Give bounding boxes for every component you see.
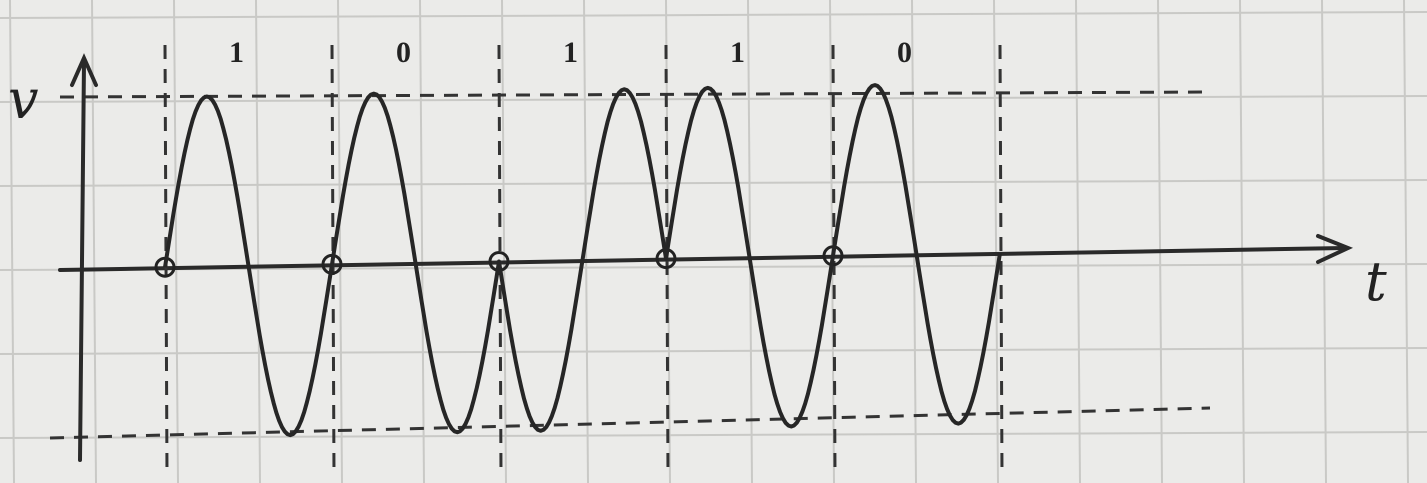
paper-line <box>1239 0 1245 483</box>
y-axis <box>70 53 98 462</box>
paper-line <box>173 0 179 483</box>
paper-line <box>337 0 343 483</box>
paper-line <box>747 0 753 483</box>
x-axis-label: t <box>1365 250 1387 313</box>
bottom-level <box>49 406 1211 440</box>
paper-line <box>1403 0 1409 483</box>
signal-wave <box>163 83 1002 438</box>
paper-line <box>419 0 425 483</box>
paper-line <box>0 179 1427 187</box>
paper-line <box>0 263 1427 271</box>
paper-line <box>0 347 1427 355</box>
signal-layer: 1 0 1 1 0 <box>154 36 1004 476</box>
paper-line <box>829 0 835 483</box>
bit-label: 0 <box>396 36 411 69</box>
paper-line <box>1157 0 1163 483</box>
bit-label: 1 <box>229 36 244 69</box>
bit-label: 1 <box>563 36 578 69</box>
x-axis <box>58 234 1354 272</box>
paper-line <box>9 0 15 483</box>
y-axis-label: v <box>8 68 39 131</box>
paper-line <box>0 95 1427 103</box>
paper-line <box>0 11 1427 19</box>
paper-line <box>1075 0 1081 483</box>
paper-line <box>0 431 1427 439</box>
paper-line <box>993 0 999 483</box>
bit-label: 1 <box>730 36 745 69</box>
paper-line <box>255 0 261 483</box>
paper-line <box>501 0 507 483</box>
paper-line <box>1321 0 1327 483</box>
bit-label: 0 <box>897 36 912 69</box>
